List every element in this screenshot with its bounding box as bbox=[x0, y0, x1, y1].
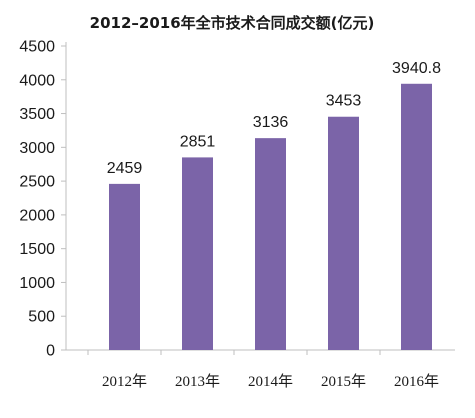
bar bbox=[328, 116, 359, 350]
y-tick-label: 0 bbox=[46, 343, 55, 360]
bar-series bbox=[109, 83, 432, 350]
data-label: 3940.8 bbox=[392, 60, 441, 77]
y-tick-label: 4000 bbox=[19, 72, 55, 89]
bar bbox=[255, 138, 286, 350]
y-tick-label: 1000 bbox=[19, 275, 55, 292]
y-tick-label: 2500 bbox=[19, 174, 55, 191]
x-tick-label: 2014年 bbox=[248, 373, 293, 390]
y-tick-label: 4500 bbox=[19, 39, 55, 56]
x-axis: 2012年 2013年 2014年 2015年 2016年 bbox=[66, 349, 455, 390]
y-axis: 0 500 1000 1500 2000 2500 3000 3500 4000 4500 bbox=[19, 39, 67, 360]
data-label: 3453 bbox=[326, 93, 362, 110]
bar bbox=[109, 183, 140, 350]
value-labels: 2459 2851 3136 3453 3940.8 bbox=[107, 60, 441, 177]
x-tick-label: 2013年 bbox=[175, 373, 220, 390]
data-label: 2459 bbox=[107, 160, 143, 177]
bar bbox=[182, 157, 213, 350]
chart-title: 2012–2016年全市技术合同成交额(亿元) bbox=[90, 14, 375, 32]
data-label: 3136 bbox=[253, 114, 289, 131]
y-tick-label: 2000 bbox=[19, 207, 55, 224]
bar bbox=[401, 83, 432, 350]
x-tick-label: 2015年 bbox=[321, 373, 366, 390]
x-tick-label: 2016年 bbox=[394, 373, 439, 390]
x-tick-label: 2012年 bbox=[102, 373, 147, 390]
data-label: 2851 bbox=[180, 133, 216, 150]
y-tick-label: 1500 bbox=[19, 241, 55, 258]
y-tick-label: 3500 bbox=[19, 106, 55, 123]
y-tick-label: 3000 bbox=[19, 140, 55, 157]
y-tick-label: 500 bbox=[28, 309, 55, 326]
